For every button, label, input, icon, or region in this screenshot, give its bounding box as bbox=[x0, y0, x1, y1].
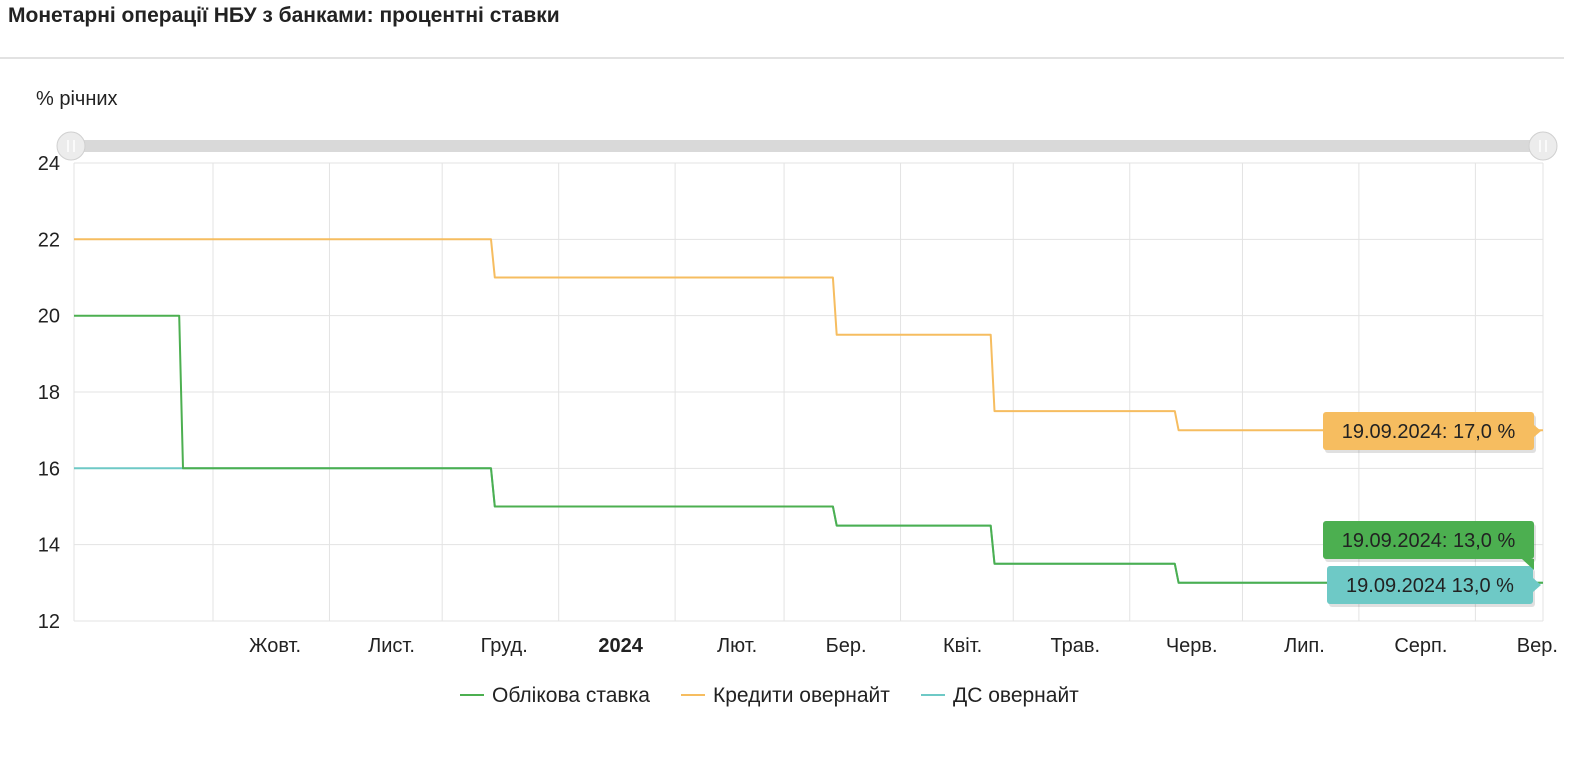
x-tick-label: Черв. bbox=[1166, 635, 1218, 657]
y-tick-label: 18 bbox=[38, 382, 60, 404]
value-tooltip: 19.09.2024: 17,0 % bbox=[1323, 412, 1536, 453]
tooltip-pointer bbox=[1534, 425, 1541, 437]
y-axis: 12 14 16 18 20 22 24 bbox=[38, 153, 60, 633]
y-tick-label: 14 bbox=[38, 535, 60, 557]
legend-item[interactable]: Облікова ставка bbox=[460, 684, 650, 707]
range-slider[interactable] bbox=[56, 131, 1558, 161]
legend: Облікова ставка Кредити овернайт ДС оверна… bbox=[460, 684, 1079, 707]
y-tick-label: 20 bbox=[38, 306, 60, 328]
series-line bbox=[74, 314, 1543, 584]
x-tick-label: Лип. bbox=[1284, 635, 1325, 657]
tooltip-pointer bbox=[1522, 559, 1534, 570]
range-slider-track[interactable] bbox=[71, 140, 1543, 152]
x-tick-label: Лют. bbox=[717, 635, 757, 657]
x-tick-label: Груд. bbox=[481, 635, 528, 657]
y-tick-label: 12 bbox=[38, 611, 60, 633]
y-tick-label: 22 bbox=[38, 229, 60, 251]
tooltip-text: 19.09.2024: 17,0 % bbox=[1342, 421, 1516, 443]
legend-label: Облікова ставка bbox=[492, 684, 650, 707]
x-tick-label: Трав. bbox=[1050, 635, 1100, 657]
y-tick-label: 16 bbox=[38, 458, 60, 480]
tooltip-text: 19.09.2024 13,0 % bbox=[1346, 575, 1514, 597]
x-tick-label: Квіт. bbox=[943, 635, 982, 657]
tooltip-text: 19.09.2024: 13,0 % bbox=[1342, 530, 1516, 552]
value-tooltips: 19.09.2024: 17,0 % 19.09.2024: 13,0 % 19.0… bbox=[1323, 412, 1541, 607]
x-tick-label: Бер. bbox=[826, 635, 867, 657]
value-tooltip: 19.09.2024: 13,0 % bbox=[1323, 521, 1536, 562]
range-slider-left-handle[interactable] bbox=[56, 131, 86, 161]
x-tick-label: Вер. bbox=[1517, 635, 1558, 657]
series-lines bbox=[74, 238, 1543, 584]
page-title: Монетарні операції НБУ з банками: процен… bbox=[8, 4, 560, 27]
range-slider-right-handle[interactable] bbox=[1528, 131, 1558, 161]
x-axis: Жовт. Лист. Груд. 2024 Лют. Бер. Квіт. Трав. Чер… bbox=[249, 635, 1558, 657]
series-line bbox=[74, 467, 1543, 584]
legend-item[interactable]: Кредити овернайт bbox=[681, 684, 890, 707]
y-tick-label: 24 bbox=[38, 153, 60, 175]
x-tick-label: Жовт. bbox=[249, 635, 301, 657]
series-line bbox=[74, 238, 1543, 432]
legend-item[interactable]: ДС овернайт bbox=[921, 684, 1079, 707]
title-divider bbox=[0, 57, 1564, 59]
tooltip-pointer bbox=[1533, 578, 1541, 592]
y-axis-unit-label: % річних bbox=[36, 88, 118, 110]
legend-label: ДС овернайт bbox=[953, 684, 1079, 707]
x-tick-label: Лист. bbox=[368, 635, 415, 657]
value-tooltip: 19.09.2024 13,0 % bbox=[1327, 566, 1535, 607]
x-tick-label: Серп. bbox=[1394, 635, 1447, 657]
x-tick-label: 2024 bbox=[598, 635, 643, 657]
legend-label: Кредити овернайт bbox=[713, 684, 890, 707]
grid bbox=[73, 162, 1544, 622]
